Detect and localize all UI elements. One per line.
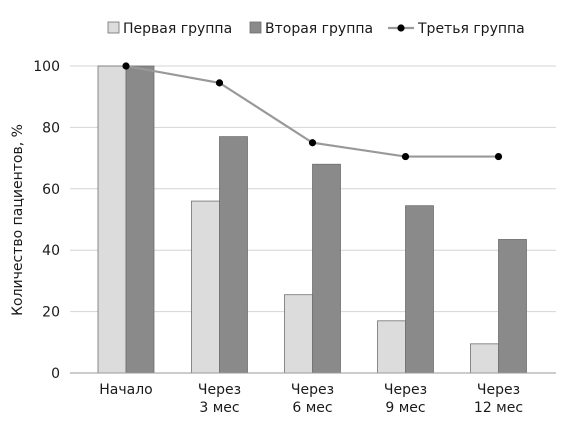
bar-group2 bbox=[219, 136, 248, 374]
x-category-label-line: 3 мес bbox=[199, 400, 239, 416]
x-category-label-line: Через bbox=[384, 382, 427, 398]
bar-group2 bbox=[498, 239, 527, 374]
x-category-label: Через 12 мес bbox=[474, 382, 523, 416]
y-tick-label: 40 bbox=[42, 243, 60, 259]
line-point-group3 bbox=[494, 152, 503, 161]
x-category-label-line: Начало bbox=[99, 382, 152, 398]
legend-swatch bbox=[249, 21, 262, 34]
line-point-group3 bbox=[401, 152, 410, 161]
bar-group1 bbox=[97, 65, 127, 374]
y-tick-label: 0 bbox=[51, 366, 60, 382]
bar-layer bbox=[97, 65, 527, 374]
bar-group1 bbox=[377, 320, 406, 374]
bar-group2 bbox=[405, 205, 434, 374]
bar-group2 bbox=[312, 163, 341, 374]
bar-group2 bbox=[125, 65, 155, 374]
bar-group1 bbox=[284, 294, 313, 374]
x-category-label-line: 9 мес bbox=[385, 400, 425, 416]
line-point-group3 bbox=[308, 139, 317, 147]
x-category-label: Через 9 мес bbox=[384, 382, 427, 416]
x-category-label-line: Через bbox=[477, 382, 520, 398]
line-point-group3 bbox=[122, 62, 130, 70]
legend-label: Третья группа bbox=[417, 21, 525, 37]
line-point-group3 bbox=[215, 79, 224, 87]
legend: Первая группа Вторая группа Третья группа bbox=[107, 21, 525, 37]
x-category-label-line: Через bbox=[198, 382, 241, 398]
y-tick-label: 60 bbox=[42, 182, 60, 198]
x-category-label: Через 3 мес bbox=[198, 382, 241, 416]
x-category-label-line: 12 мес bbox=[474, 400, 523, 416]
line-layer bbox=[122, 62, 503, 161]
bar-group1 bbox=[470, 343, 499, 374]
x-category-label-line: 6 мес bbox=[292, 400, 332, 416]
legend-swatch-marker bbox=[397, 24, 405, 32]
legend-label: Вторая группа bbox=[265, 21, 373, 37]
x-category-label: Через 6 мес bbox=[291, 382, 334, 416]
legend-swatch bbox=[107, 21, 120, 34]
bar-group1 bbox=[191, 200, 220, 374]
x-category-label: Начало bbox=[99, 382, 152, 398]
x-category-label-line: Через bbox=[291, 382, 334, 398]
y-tick-label: 100 bbox=[33, 59, 60, 75]
y-tick-label: 20 bbox=[42, 305, 60, 321]
legend-label: Первая группа bbox=[123, 21, 232, 37]
y-axis-label: Количество пациентов, % bbox=[10, 124, 26, 316]
y-tick-label: 80 bbox=[42, 120, 60, 136]
